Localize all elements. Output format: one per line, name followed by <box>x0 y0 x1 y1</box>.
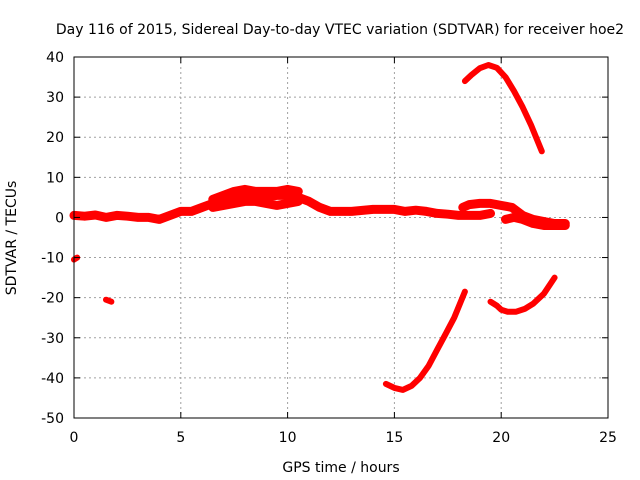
y-tick-label: 10 <box>46 170 64 186</box>
series-deep-dip <box>382 288 468 393</box>
y-axis-label: SDTVAR / TECUs <box>4 181 20 296</box>
y-tick-label: -50 <box>41 411 64 427</box>
plot-series-layer <box>69 62 570 393</box>
series-late-band-b <box>501 212 570 230</box>
chart-title: Day 116 of 2015, Sidereal Day-to-day VTE… <box>56 22 624 38</box>
x-tick-label: 10 <box>279 430 297 446</box>
y-tick-label: 0 <box>55 210 64 226</box>
grid <box>74 57 608 418</box>
x-axis-label: GPS time / hours <box>282 460 399 476</box>
series-lower-band <box>208 196 303 212</box>
x-tick-label: 25 <box>599 430 617 446</box>
y-tick-label: -40 <box>41 371 64 387</box>
series-rising-arc <box>461 62 545 155</box>
series-upper-band <box>208 184 303 204</box>
series-shallow-dip <box>487 274 558 315</box>
y-tick-label: -20 <box>41 291 64 307</box>
x-tick-label: 15 <box>385 430 403 446</box>
x-tick-label: 5 <box>176 430 185 446</box>
y-tick-label: 30 <box>46 90 64 106</box>
y-tick-label: 20 <box>46 130 64 146</box>
y-tick-label: -10 <box>41 251 64 267</box>
y-tick-label: -30 <box>41 331 64 347</box>
plot-frame <box>73 56 609 419</box>
y-tick-label: 40 <box>46 50 64 66</box>
x-tick-label: 20 <box>492 430 510 446</box>
axis-ticks: 0 5 10 15 20 25 -50 -40 -30 -20 -10 0 10 20 30 40 <box>41 50 617 446</box>
x-tick-label: 0 <box>70 430 79 446</box>
series-isolated-b <box>103 296 115 305</box>
series-main-band <box>69 190 495 224</box>
